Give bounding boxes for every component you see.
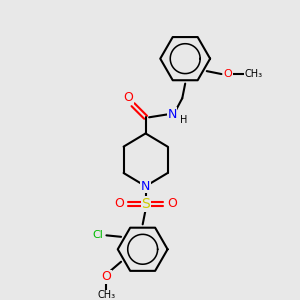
- Text: O: O: [167, 197, 177, 210]
- Text: O: O: [123, 91, 133, 104]
- Text: H: H: [180, 115, 188, 125]
- Text: O: O: [101, 271, 111, 284]
- Text: S: S: [141, 197, 150, 211]
- Text: O: O: [224, 69, 232, 79]
- Text: N: N: [141, 180, 150, 193]
- Text: CH₃: CH₃: [244, 69, 263, 79]
- Text: N: N: [167, 108, 177, 121]
- Text: Cl: Cl: [92, 230, 103, 240]
- Text: O: O: [114, 197, 124, 210]
- Text: CH₃: CH₃: [98, 290, 116, 300]
